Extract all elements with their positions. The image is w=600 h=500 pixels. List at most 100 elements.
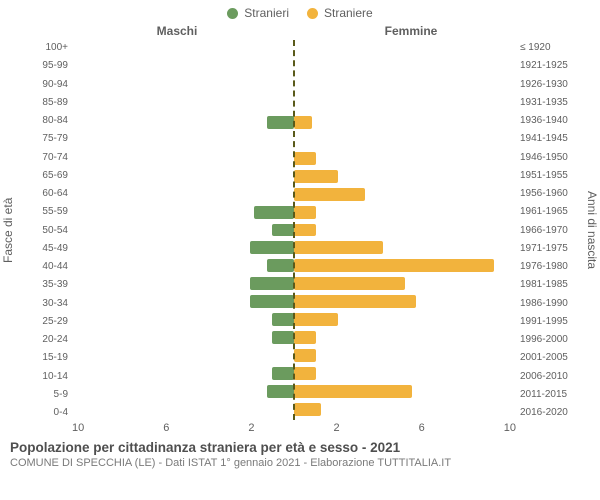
birth-label: 1951-1955 <box>520 170 580 181</box>
x-tick: 6 <box>419 422 425 434</box>
age-label: 80-84 <box>20 115 68 126</box>
bar-row-male <box>72 311 294 329</box>
x-tick: 2 <box>248 422 254 434</box>
bar-row-female <box>294 132 516 150</box>
age-label: 70-74 <box>20 152 68 163</box>
bar-female <box>294 241 383 254</box>
age-label: 45-49 <box>20 243 68 254</box>
age-label: 50-54 <box>20 225 68 236</box>
age-label: 55-59 <box>20 206 68 217</box>
bar-row-female <box>294 78 516 96</box>
bar-female <box>294 277 405 290</box>
bar-female <box>294 385 412 398</box>
birth-label: 1941-1945 <box>520 133 580 144</box>
birth-label: 1961-1965 <box>520 206 580 217</box>
bar-row-male <box>72 293 294 311</box>
bar-female <box>294 224 316 237</box>
birth-label: 1931-1935 <box>520 97 580 108</box>
bar-row-female <box>294 382 516 400</box>
birth-label: 1926-1930 <box>520 79 580 90</box>
age-label: 25-29 <box>20 316 68 327</box>
bar-row-male <box>72 185 294 203</box>
bar-male <box>267 116 294 129</box>
bar-row-female <box>294 185 516 203</box>
header-female: Femmine <box>294 24 528 38</box>
plot <box>72 40 516 420</box>
y-axis-right: ≤ 19201921-19251926-19301931-19351936-19… <box>516 40 584 420</box>
age-label: 100+ <box>20 42 68 53</box>
age-label: 35-39 <box>20 279 68 290</box>
bar-row-female <box>294 42 516 60</box>
bar-female <box>294 349 316 362</box>
bar-female <box>294 116 312 129</box>
legend-label-male: Stranieri <box>244 6 289 20</box>
age-label: 65-69 <box>20 170 68 181</box>
birth-label: 1946-1950 <box>520 152 580 163</box>
bar-row-male <box>72 400 294 418</box>
legend-label-female: Straniere <box>324 6 373 20</box>
bar-male <box>250 295 294 308</box>
bar-row-female <box>294 114 516 132</box>
bar-male <box>267 259 294 272</box>
bar-row-female <box>294 239 516 257</box>
x-tick: 10 <box>72 422 84 434</box>
age-label: 20-24 <box>20 334 68 345</box>
birth-label: 1921-1925 <box>520 60 580 71</box>
age-label: 90-94 <box>20 79 68 90</box>
bar-row-female <box>294 400 516 418</box>
column-headers: Maschi Femmine <box>0 24 600 38</box>
bar-row-female <box>294 203 516 221</box>
birth-label: 2011-2015 <box>520 389 580 400</box>
footer: Popolazione per cittadinanza straniera p… <box>0 434 600 469</box>
bar-row-male <box>72 257 294 275</box>
bar-male <box>272 331 294 344</box>
bar-row-male <box>72 96 294 114</box>
y-axis-left: 100+95-9990-9485-8980-8475-7970-7465-696… <box>16 40 72 420</box>
x-tick: 10 <box>504 422 516 434</box>
age-label: 85-89 <box>20 97 68 108</box>
birth-label: 2006-2010 <box>520 371 580 382</box>
bar-row-female <box>294 275 516 293</box>
header-male: Maschi <box>60 24 294 38</box>
bar-row-male <box>72 132 294 150</box>
bar-female <box>294 170 338 183</box>
bar-row-male <box>72 203 294 221</box>
bar-row-male <box>72 275 294 293</box>
bar-row-male <box>72 221 294 239</box>
birth-label: 1956-1960 <box>520 188 580 199</box>
bar-row-male <box>72 346 294 364</box>
bar-row-female <box>294 329 516 347</box>
birth-label: 1976-1980 <box>520 261 580 272</box>
bar-male <box>272 224 294 237</box>
legend-dot-female <box>307 8 318 19</box>
bar-row-female <box>294 257 516 275</box>
age-label: 0-4 <box>20 407 68 418</box>
legend-dot-male <box>227 8 238 19</box>
bar-female <box>294 188 365 201</box>
bar-row-male <box>72 167 294 185</box>
birth-label: 1986-1990 <box>520 298 580 309</box>
x-axis: 10622610 <box>0 422 600 434</box>
bar-row-male <box>72 42 294 60</box>
bar-row-female <box>294 293 516 311</box>
bar-female <box>294 259 494 272</box>
birth-label: 1991-1995 <box>520 316 580 327</box>
bar-female <box>294 313 338 326</box>
y-axis-left-title: Fasce di età <box>0 40 16 420</box>
legend-item-male: Stranieri <box>227 6 289 20</box>
birth-label: 1936-1940 <box>520 115 580 126</box>
bar-row-male <box>72 364 294 382</box>
bar-female <box>294 403 321 416</box>
bar-female <box>294 206 316 219</box>
legend: Stranieri Straniere <box>0 0 600 20</box>
bar-row-female <box>294 221 516 239</box>
bar-row-female <box>294 149 516 167</box>
bar-row-male <box>72 239 294 257</box>
bar-male <box>272 313 294 326</box>
age-label: 95-99 <box>20 60 68 71</box>
chart-area: Fasce di età 100+95-9990-9485-8980-8475-… <box>0 40 600 420</box>
age-label: 10-14 <box>20 371 68 382</box>
birth-label: 1981-1985 <box>520 279 580 290</box>
bar-female <box>294 152 316 165</box>
age-label: 60-64 <box>20 188 68 199</box>
